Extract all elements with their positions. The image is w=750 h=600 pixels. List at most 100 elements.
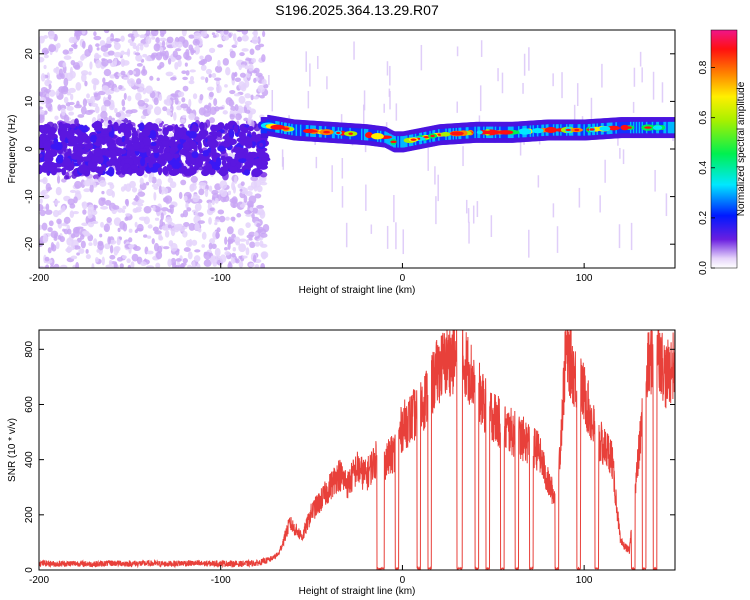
heatmap-blob	[146, 265, 155, 268]
heatmap-blob	[139, 34, 146, 39]
heatmap-blob	[250, 175, 259, 182]
heatmap-blob	[197, 140, 202, 151]
heatmap-streak	[652, 71, 655, 100]
heatmap-blob	[215, 232, 220, 239]
ridge-hotspot	[565, 128, 571, 132]
heatmap-blob	[226, 226, 234, 235]
heatmap-blob	[212, 34, 217, 38]
heatmap-blob	[117, 227, 121, 233]
heatmap-blob	[229, 164, 238, 174]
ridge-core	[667, 121, 670, 134]
heatmap-blob	[252, 254, 257, 263]
heatmap-blob	[103, 99, 111, 107]
heatmap-blob	[164, 230, 170, 238]
heatmap-blob	[214, 65, 223, 73]
heatmap-blob	[222, 110, 228, 115]
ridge-hotspot	[531, 128, 544, 134]
colorbar: 0.0 0.2 0.4 0.6 0.8 Normalized spectral ampl…	[698, 29, 747, 275]
ridge-core	[474, 126, 477, 139]
heatmap-blob	[99, 180, 107, 187]
heatmap-blob	[100, 110, 108, 120]
heatmap-blob	[208, 131, 218, 136]
heatmap-blob	[81, 40, 86, 49]
heatmap-blob	[104, 199, 112, 206]
heatmap-blob	[158, 233, 163, 240]
heatmap-blob	[86, 93, 90, 99]
heatmap-blob	[245, 103, 250, 108]
heatmap-blob	[248, 262, 255, 267]
heatmap-blob	[253, 179, 262, 188]
heatmap-blob	[39, 96, 47, 105]
heatmap-blob	[93, 238, 98, 247]
heatmap-blob	[68, 87, 76, 93]
heatmap-blob	[147, 107, 152, 115]
heatmap-blob	[69, 123, 77, 129]
heatmap-blob	[243, 191, 249, 195]
heatmap-streak	[427, 147, 429, 171]
heatmap-blob	[90, 155, 100, 164]
heatmap-streak	[528, 229, 530, 258]
heatmap-blob	[43, 64, 47, 70]
heatmap-blob	[211, 32, 216, 36]
ridge-hotspot	[305, 129, 312, 133]
heatmap-blob	[243, 138, 253, 145]
heatmap-blob	[136, 78, 142, 85]
heatmap-blob	[169, 181, 177, 189]
heatmap-blob	[61, 205, 66, 212]
heatmap-blob	[142, 65, 146, 74]
heatmap-blob	[191, 151, 199, 159]
heatmap-blob	[72, 62, 80, 70]
heatmap-streak	[456, 46, 459, 57]
heatmap-blob	[259, 228, 267, 235]
heatmap-blob	[230, 258, 236, 264]
ridge-core	[359, 128, 362, 141]
heatmap-blob	[211, 73, 217, 78]
snr-y-tick-label: 400	[24, 451, 35, 468]
heatmap-blob	[176, 261, 180, 266]
heatmap-blob	[183, 195, 188, 202]
heatmap-streak	[317, 55, 319, 69]
heatmap-blob	[87, 109, 96, 113]
heatmap-blob	[199, 121, 205, 131]
heatmap-blob	[83, 188, 91, 193]
heatmap-blob	[48, 44, 57, 53]
heatmap-streak	[389, 65, 391, 86]
ridge-core	[398, 136, 401, 148]
snr-y-ticks: 0 200 400 600 800	[24, 341, 675, 573]
ridge-core	[403, 136, 406, 148]
heatmap-blob	[50, 242, 55, 251]
heatmap-blob	[170, 76, 177, 81]
heatmap-blob	[245, 109, 251, 114]
heatmap-blob	[74, 190, 81, 195]
heatmap-blob	[201, 244, 206, 248]
heatmap-blob	[140, 115, 147, 120]
heatmap-blob	[105, 264, 114, 268]
heatmap-streak	[528, 47, 530, 71]
heatmap-blob	[211, 189, 219, 195]
heatmap-blob	[101, 58, 109, 67]
heatmap-blob	[72, 43, 78, 50]
heatmap-blob	[185, 158, 192, 165]
heatmap-blob	[189, 69, 196, 73]
heatmap-blob	[39, 42, 42, 51]
heatmap-blob	[251, 168, 262, 178]
heatmap-blob	[130, 109, 138, 114]
heatmap-blob	[110, 38, 115, 42]
heatmap-blob	[214, 197, 219, 204]
spectrogram-x-label: Height of straight line (km)	[299, 285, 416, 296]
heatmap-blob	[106, 44, 112, 48]
heatmap-blob	[143, 98, 150, 103]
heatmap-blob	[39, 35, 45, 44]
heatmap-streak	[476, 201, 479, 218]
ridge-core	[299, 124, 302, 137]
heatmap-blob	[69, 210, 75, 218]
heatmap-blob	[191, 260, 196, 267]
heatmap-blob	[224, 246, 228, 251]
heatmap-blob	[239, 188, 243, 192]
heatmap-blob	[149, 75, 154, 81]
ridge-core	[363, 128, 366, 141]
heatmap-blob	[89, 184, 94, 193]
heatmap-blob	[257, 208, 265, 216]
heatmap-blob	[238, 255, 243, 259]
heatmap-blob	[58, 121, 64, 130]
